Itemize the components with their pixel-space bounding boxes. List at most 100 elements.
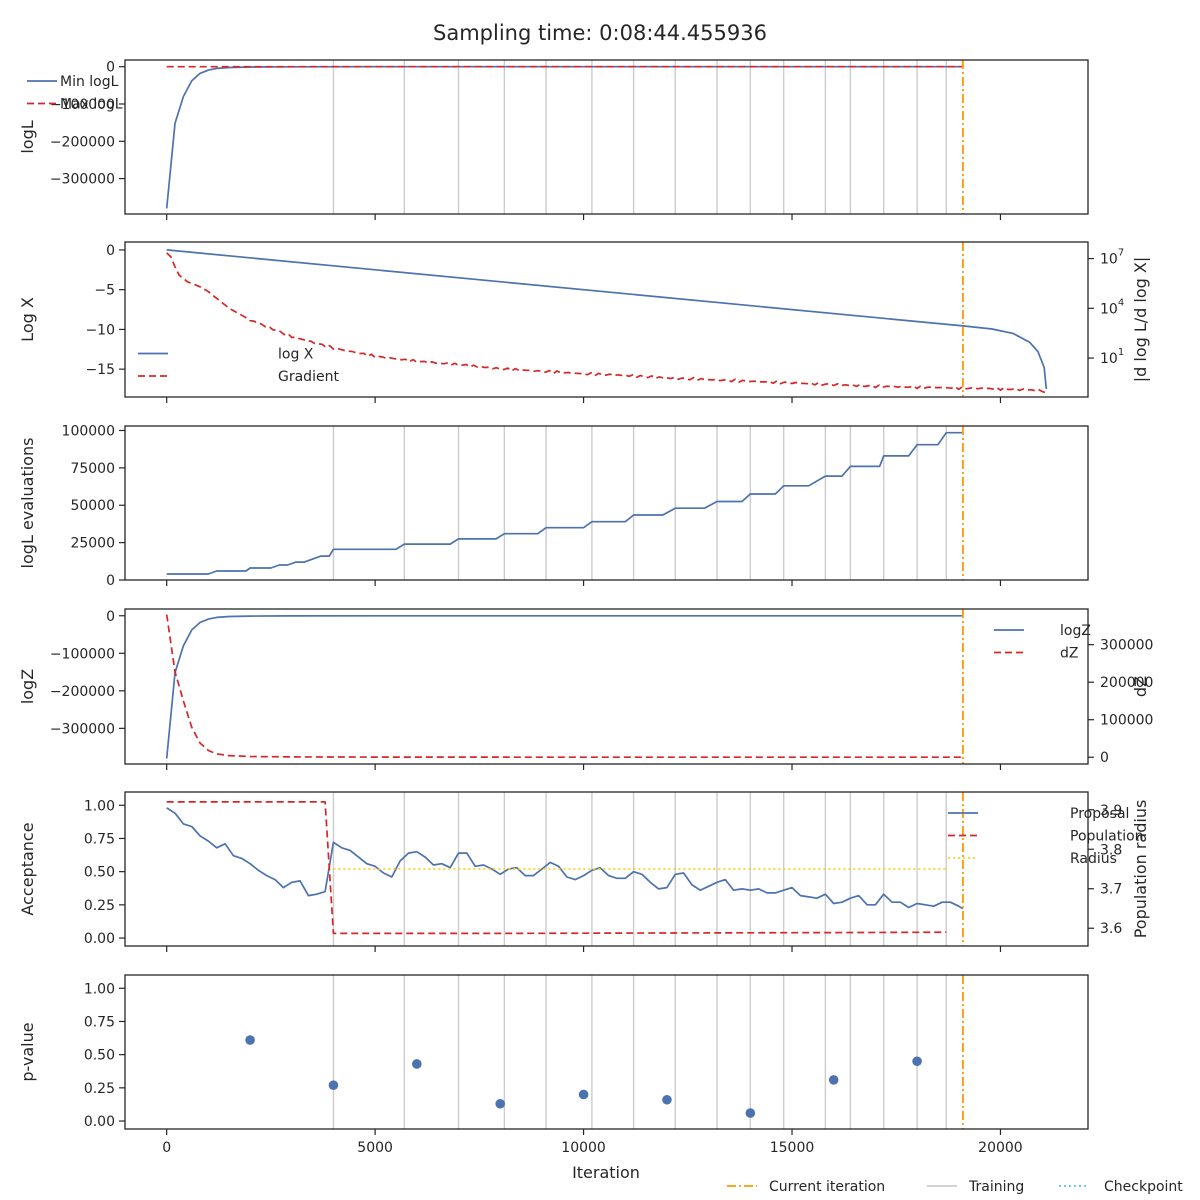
y-ticks: 0 −100000 −200000 −300000 (50, 609, 125, 737)
series-group (166, 431, 963, 575)
y2-ticks: 0 100000 200000 300000 (1088, 638, 1153, 766)
legend-label: Min logL (60, 74, 119, 90)
panel-6: 0 5000 10000 15000 20000 0.00 0.25 0.50 0.75 1.00… (18, 974, 1089, 1156)
y2-axis-label: Population radius (1131, 800, 1150, 939)
y-ticks: 0.00 0.25 0.50 0.75 1.00 (84, 981, 125, 1130)
bottom-legend-label: Training (968, 1179, 1024, 1195)
x-tick-label: 20000 (978, 1140, 1023, 1156)
y-axis-label: Acceptance (18, 822, 37, 915)
y-tick-label: 1.00 (84, 798, 115, 814)
y-tick-label: −200000 (50, 134, 115, 150)
data-point (412, 1059, 422, 1069)
y-ticks: 0 −5 −10 −15 (85, 243, 125, 378)
y2-tick-label: 3.8 (1100, 842, 1122, 858)
y-tick-label: −100000 (50, 97, 115, 113)
y-axis-label: logZ (18, 669, 37, 704)
y-tick-label: 0.00 (84, 1114, 115, 1130)
y-tick-label: −300000 (50, 172, 115, 188)
panel-5: 0.00 0.25 0.50 0.75 1.00 3.6 3.7 3.8 3.9 Acceptan… (18, 791, 1150, 952)
data-point (245, 1035, 255, 1045)
legend: Min logL Max logL (27, 74, 123, 113)
bottom-legend: Current iteration Training Checkpoint (727, 1179, 1183, 1195)
series-group (245, 1035, 922, 1118)
y2-tick-label: 300000 (1100, 638, 1153, 654)
y2-ticks: 3.6 3.7 3.8 3.9 (1088, 803, 1122, 937)
axes-frame (124, 59, 1089, 215)
x-ticks (166, 764, 1002, 770)
y-tick-label: 0.25 (84, 898, 115, 914)
data-point (828, 1075, 839, 1085)
y2-tick-label: 3.6 (1100, 921, 1122, 937)
legend-label: dZ (1060, 646, 1078, 662)
y-tick-label: 0 (106, 573, 115, 589)
axes-frame (124, 425, 1089, 581)
series-group (166, 249, 1048, 394)
y-axis-label: logL evaluations (18, 438, 37, 569)
data-point (495, 1098, 505, 1109)
x-ticks (166, 580, 1002, 586)
bottom-legend-label: Current iteration (769, 1179, 885, 1195)
y-tick-label: −10 (85, 322, 115, 338)
legend-label: Population (1070, 829, 1144, 845)
y2-tick-label: 107 (1100, 248, 1124, 268)
x-ticks: 0 5000 10000 15000 20000 (162, 1129, 1023, 1156)
y-tick-label: 0 (106, 60, 115, 76)
figure-title: Sampling time: 0:08:44.455936 (433, 21, 767, 45)
x-ticks (166, 397, 1002, 403)
data-point (662, 1094, 672, 1105)
x-ticks (166, 946, 1002, 952)
series-line-gradient (166, 252, 1047, 394)
panel-2: 0 −5 −10 −15 107 104 101 Log X |d log L/d log X|… (18, 241, 1150, 403)
x-axis-label: Iteration (572, 1163, 640, 1182)
y-ticks: 0 −100000 −200000 −300000 (50, 60, 125, 188)
y2-axis-label: |d log L/d log X| (1131, 257, 1150, 382)
y-tick-label: 25000 (70, 536, 115, 552)
legend-label: Proposal (1070, 806, 1129, 822)
data-point (912, 1056, 922, 1067)
axes-frame (124, 791, 1089, 947)
y-axis-label: Log X (18, 297, 37, 342)
y2-ticks: 107 104 101 (1088, 248, 1124, 367)
series-group (166, 801, 964, 935)
bottom-legend-label: Checkpoint (1104, 1179, 1183, 1195)
legend: log X Gradient (138, 347, 339, 385)
y-tick-label: −15 (85, 362, 115, 378)
panel-3: 0 25000 50000 75000 100000 logL evaluations (18, 423, 1089, 589)
y2-tick-label: 100000 (1100, 713, 1153, 729)
y2-tick-label: 200000 (1100, 675, 1153, 691)
panel-1: 0 −100000 −200000 −300000 logL Min logL Max lo… (18, 59, 1089, 220)
y-tick-label: 0 (106, 609, 115, 625)
y-tick-label: −100000 (50, 646, 115, 662)
y2-axis-label: dZ (1131, 676, 1150, 697)
y2-tick-label: 104 (1100, 297, 1124, 317)
y2-tick-label: 3.7 (1100, 882, 1122, 898)
y-tick-label: 50000 (70, 498, 115, 514)
y2-tick-label: 0 (1100, 750, 1109, 766)
y-tick-label: 0.25 (84, 1081, 115, 1097)
y-ticks: 0.00 0.25 0.50 0.75 1.00 (84, 798, 125, 947)
y-tick-label: 0.50 (84, 865, 115, 881)
y-tick-label: 0.75 (84, 1014, 115, 1030)
legend-label: Radius (1070, 851, 1117, 867)
legend-label: log X (278, 347, 314, 363)
y-tick-label: 0.75 (84, 831, 115, 847)
series-line-proposal (166, 807, 964, 910)
data-point (745, 1108, 756, 1118)
axes-frame (124, 974, 1089, 1130)
series-line-population (166, 801, 947, 935)
legend: Proposal Population Radius (948, 806, 1144, 867)
series-line-dz (165, 614, 963, 759)
data-point (328, 1080, 339, 1090)
panel-4: 0 −100000 −200000 −300000 0 100000 200000 30000… (18, 608, 1153, 770)
y-tick-label: −5 (94, 283, 115, 299)
series-line-main (166, 431, 963, 575)
series-group (165, 65, 963, 209)
legend-label: logZ (1060, 623, 1091, 639)
y-tick-label: −300000 (50, 721, 115, 737)
y-axis-label: logL (18, 120, 37, 153)
series-group (165, 614, 963, 759)
series-line-log-x (166, 249, 1048, 390)
